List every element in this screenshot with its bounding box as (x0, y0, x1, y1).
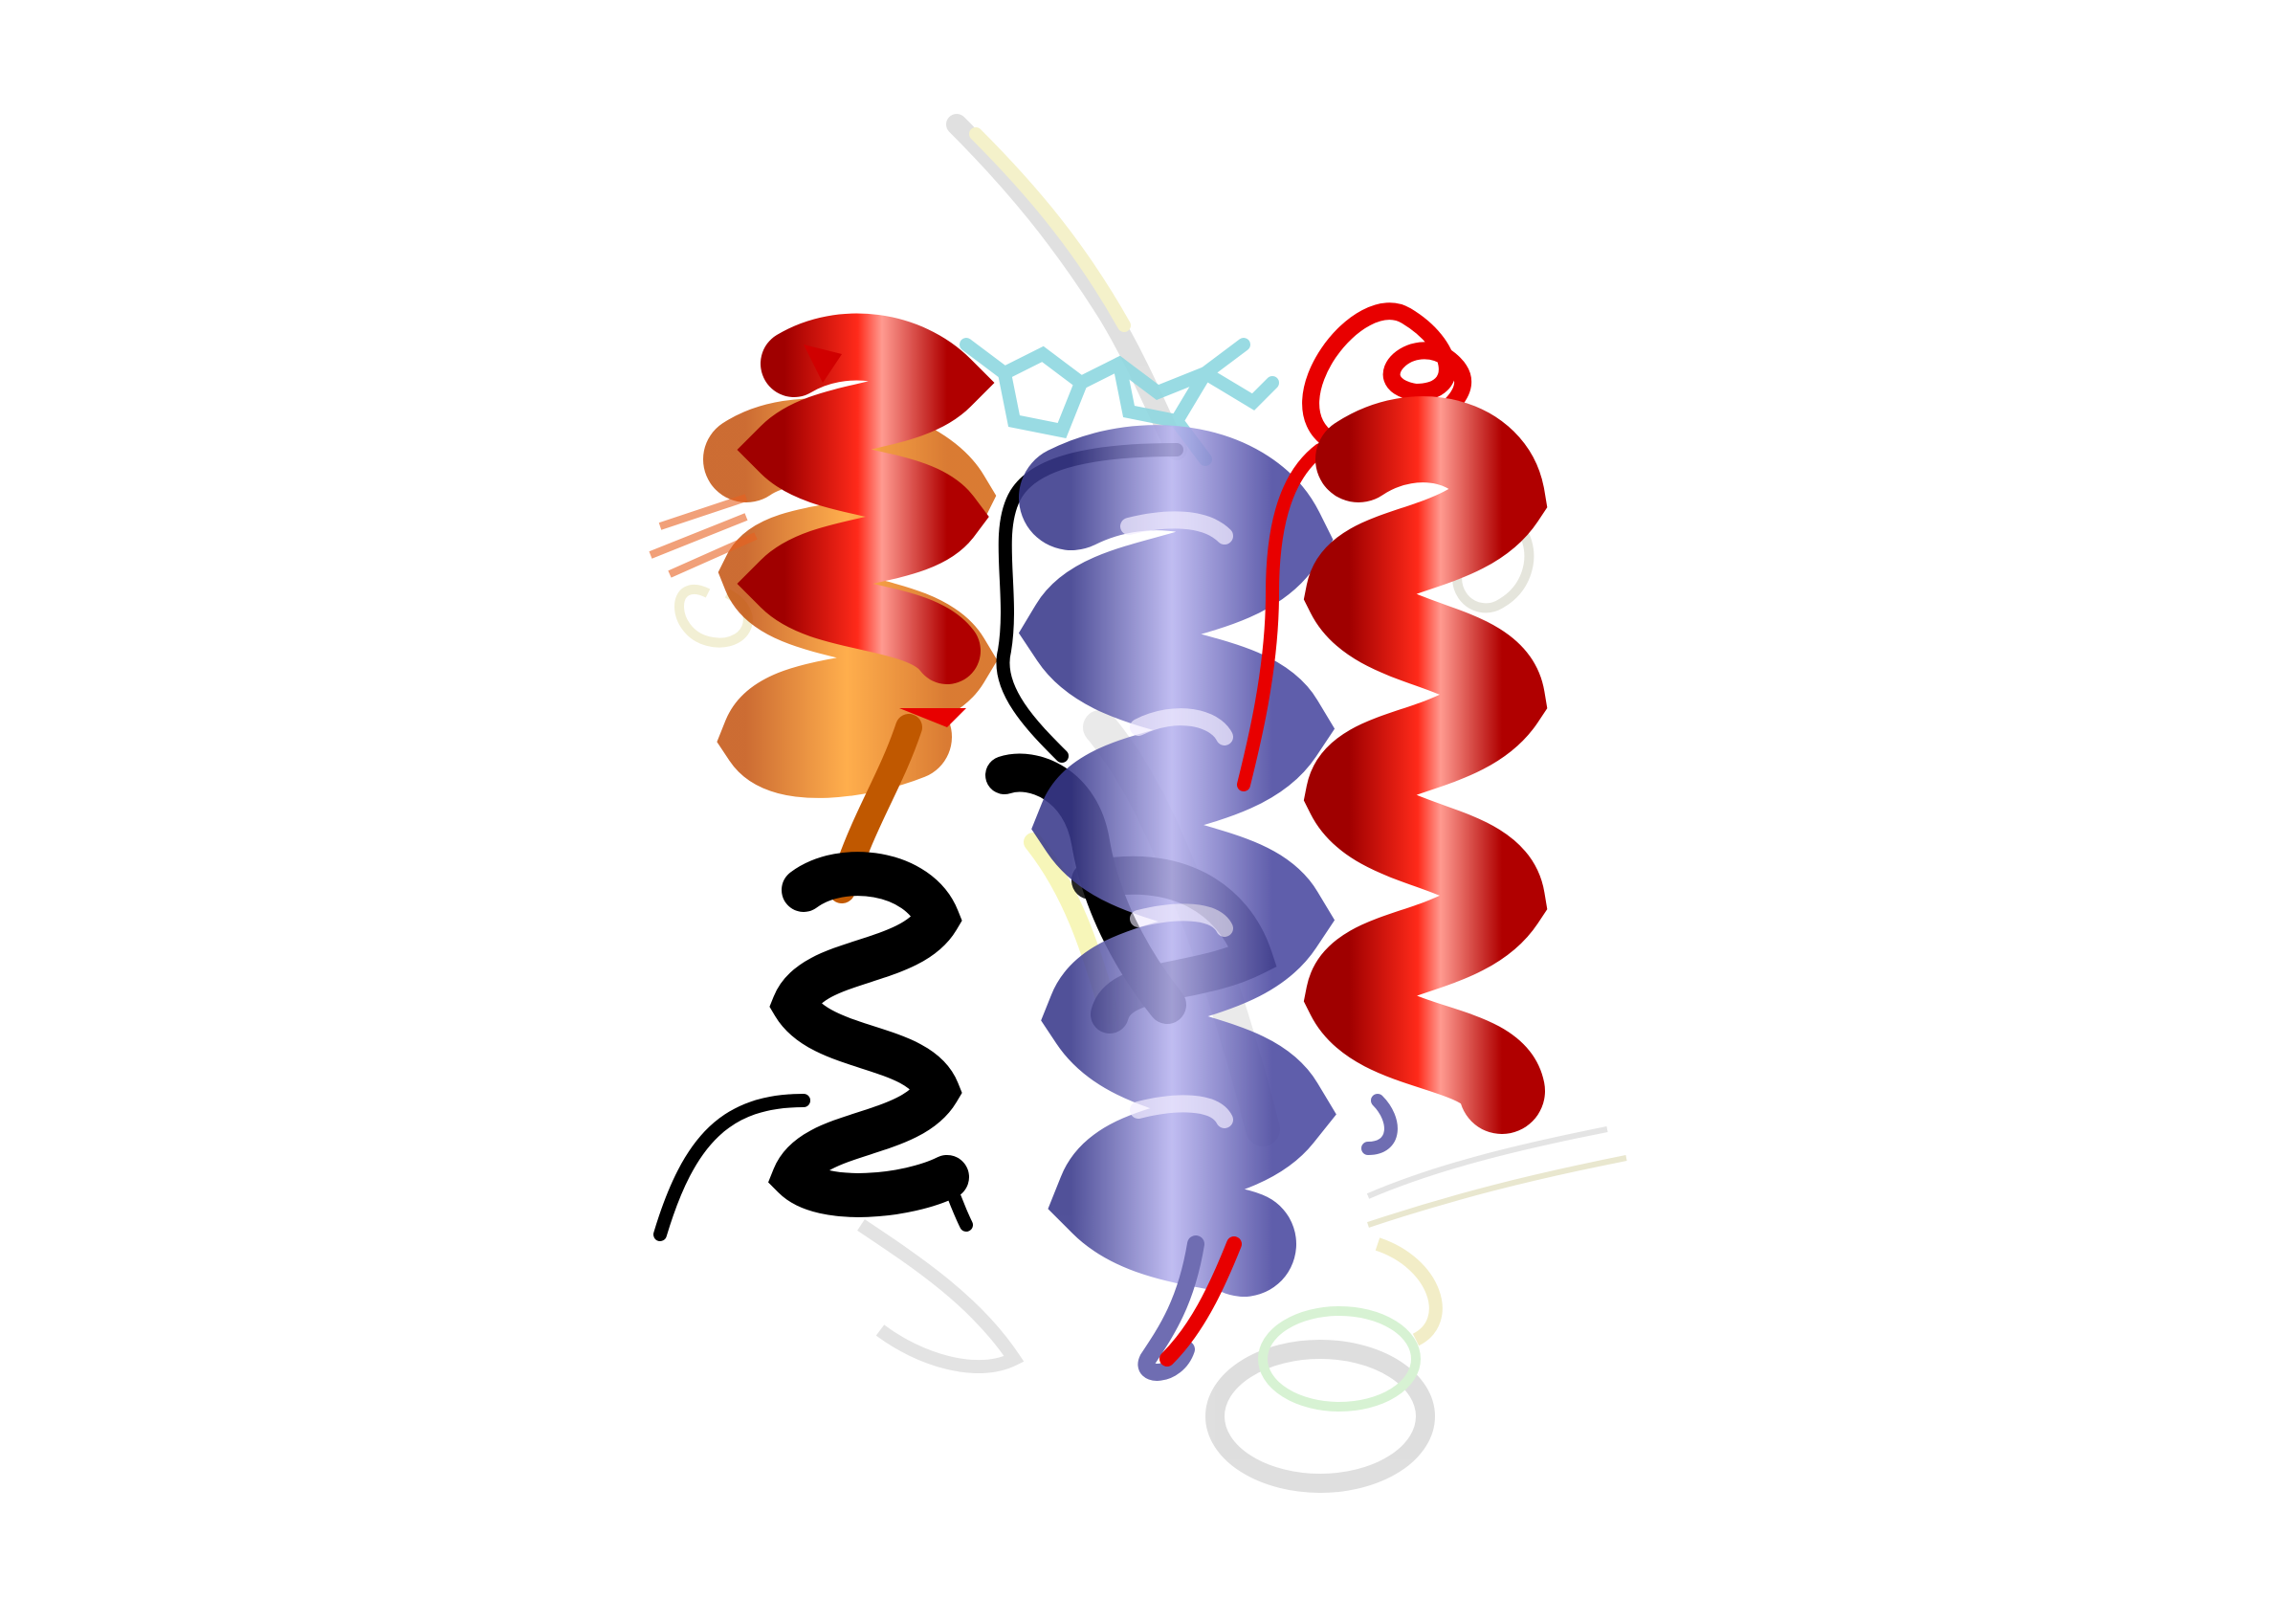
black-coil-tail (653, 1094, 810, 1241)
ghost-tail-right-2 (1367, 1155, 1627, 1228)
orange-whiskers (649, 494, 758, 578)
red-helix-left (737, 313, 995, 684)
ghost-tail-right (1366, 1126, 1608, 1199)
red-loop-top (1302, 302, 1472, 449)
red-junction-arrow (899, 708, 966, 727)
red-strand-bottom (1159, 1236, 1242, 1367)
ghost-bottom-left (857, 1219, 1025, 1373)
ghost-strand-top (946, 114, 1187, 460)
blue-coil-bottom (1137, 1235, 1204, 1381)
black-coil-tail-2 (940, 1170, 973, 1232)
black-helix-turns (767, 852, 969, 1217)
ghost-coil-bottom-green (1258, 1306, 1421, 1412)
blue-helix (1018, 425, 1398, 1381)
blue-helix-highlights (1120, 511, 1233, 1128)
blue-coil-right (1361, 1094, 1398, 1155)
red-helix-right (1159, 302, 1548, 1367)
red-helix-left-tip (804, 345, 842, 383)
ghost-coil-bottom (1205, 1340, 1435, 1493)
ghost-strand-top-yellow (969, 127, 1131, 332)
red-coil-link (1237, 443, 1327, 791)
ghost-coil-right-yellow (1375, 1237, 1443, 1346)
